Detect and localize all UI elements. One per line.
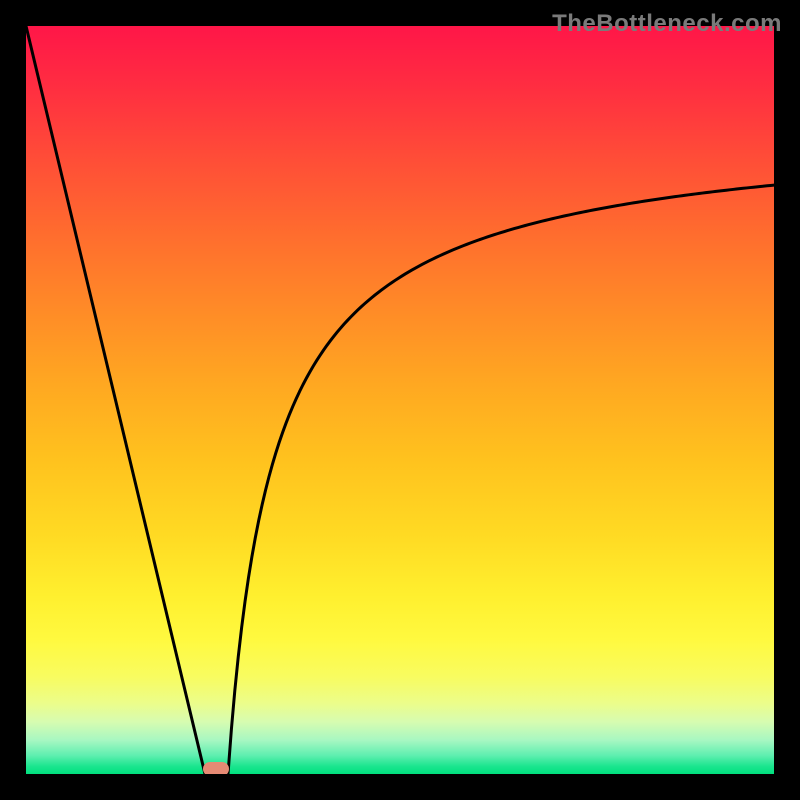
watermark-text: TheBottleneck.com (552, 10, 782, 38)
bottleneck-chart (0, 0, 800, 800)
valley-marker (203, 762, 229, 776)
chart-container: TheBottleneck.com (0, 0, 800, 800)
gradient-background (26, 26, 774, 774)
